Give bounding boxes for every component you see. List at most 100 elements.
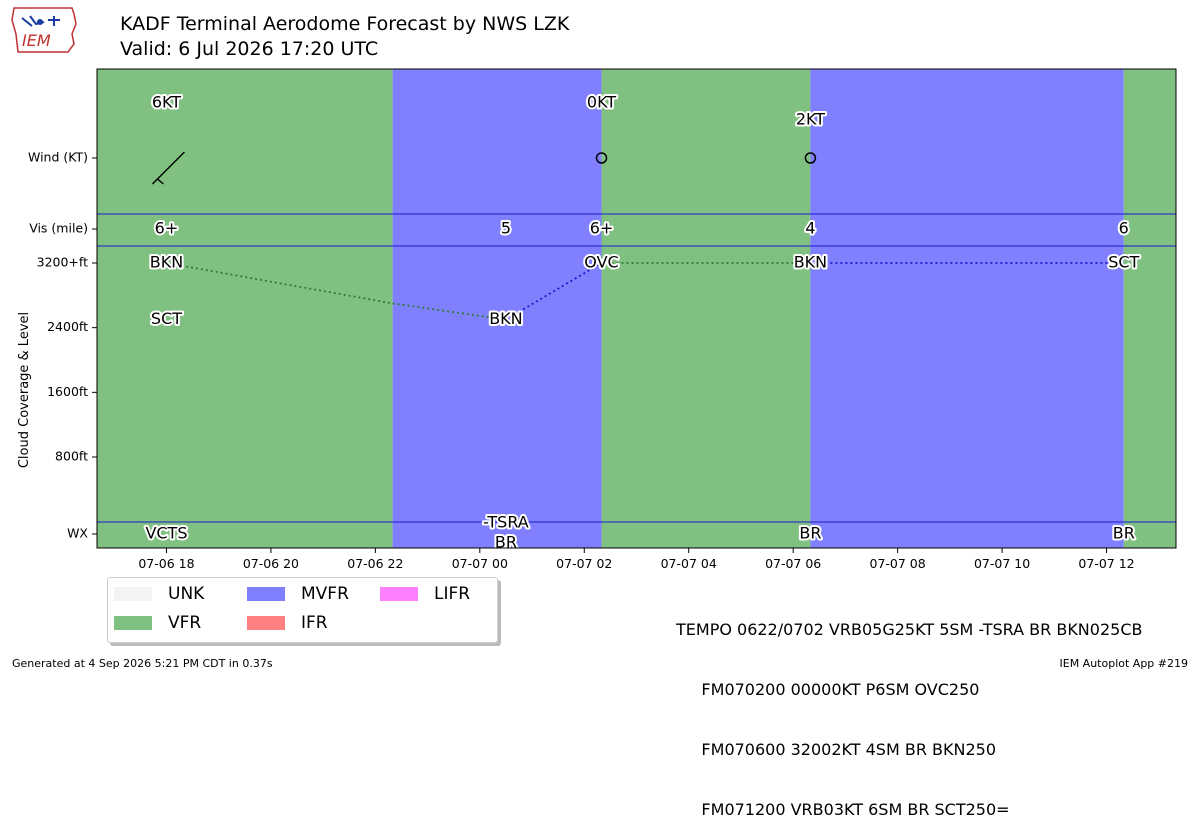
legend-swatch-unk <box>114 587 152 601</box>
x-tick-label-3: 07-07 00 <box>452 556 508 571</box>
svg-text:6: 6 <box>1119 219 1129 238</box>
app-note: IEM Autoplot App #219 <box>1059 657 1189 670</box>
cloud-label-0: BKN <box>148 251 185 274</box>
x-tick-label-8: 07-07 10 <box>974 556 1030 571</box>
taf-text: TEMPO 0622/0702 VRB05G25KT 5SM -TSRA BR … <box>676 580 1142 840</box>
legend-swatch-ifr <box>247 616 285 630</box>
svg-text:5: 5 <box>501 219 511 238</box>
y-tick-cloud-2: 1600ft <box>47 384 88 399</box>
cloud-label-4: BKN <box>792 251 829 274</box>
svg-text:SCT: SCT <box>151 309 182 328</box>
wx-label-1: -TSRA <box>481 511 531 534</box>
y-axis-title-cloud: Cloud Coverage & Level <box>17 312 32 468</box>
svg-text:BKN: BKN <box>489 309 522 328</box>
wx-label-2: BR <box>493 531 519 554</box>
svg-text:6+: 6+ <box>590 219 614 238</box>
chart-title: KADF Terminal Aerodome Forecast by NWS L… <box>120 13 570 35</box>
legend-item-lifr: LIFR <box>380 584 470 604</box>
svg-text:6KT: 6KT <box>152 93 181 112</box>
taf-line-4: FM071200 VRB03KT 6SM BR SCT250= <box>676 800 1010 819</box>
cloud-line-0 <box>166 262 393 305</box>
legend-label-mvfr: MVFR <box>301 584 349 604</box>
legend-label-unk: UNK <box>168 584 205 604</box>
chart-axes: 07-06 18 07-06 20 07-06 22 07-07 00 07-07 02… <box>17 68 1177 571</box>
cloud-label-2: BKN <box>487 307 524 330</box>
generated-note: Generated at 4 Sep 2026 5:21 PM CDT in 0… <box>12 657 273 670</box>
cloud-label-1: SCT <box>149 307 184 330</box>
iem-logo: IEM <box>8 4 80 58</box>
svg-text:BKN: BKN <box>794 253 827 272</box>
cloud-level-lines <box>166 262 1124 321</box>
legend-item-vfr: VFR <box>114 613 201 633</box>
band-mvfr-3 <box>810 69 1124 548</box>
x-tick-label-7: 07-07 08 <box>870 556 926 571</box>
y-label-wx: WX <box>67 526 88 541</box>
legend: UNK VFR MVFR IFR LIFR <box>107 577 498 643</box>
legend-label-lifr: LIFR <box>434 584 471 604</box>
legend-item-unk: UNK <box>114 584 204 604</box>
x-tick-label-0: 07-06 18 <box>138 556 194 571</box>
wx-label-4: BR <box>1111 522 1137 545</box>
x-tick-label-5: 07-07 04 <box>661 556 717 571</box>
legend-label-vfr: VFR <box>168 613 202 633</box>
svg-text:BKN: BKN <box>150 253 183 272</box>
cloud-label-5: SCT <box>1106 251 1141 274</box>
chart-labels: 6KT 0KT 2KT 6+ 5 6+ 4 6 BKN SCT BKN OVC BKN SCT VCTS -T… <box>143 91 1141 554</box>
svg-text:2KT: 2KT <box>796 110 825 129</box>
wx-label-3: BR <box>797 522 823 545</box>
vis-label-4: 6 <box>1117 217 1131 240</box>
cloud-line-1 <box>392 302 507 321</box>
x-tick-label-2: 07-06 22 <box>347 556 403 571</box>
chart-subtitle: Valid: 6 Jul 2026 17:20 UTC <box>120 38 379 60</box>
svg-text:BR: BR <box>495 533 517 552</box>
y-tick-cloud-3: 800ft <box>55 449 88 464</box>
cloud-line-2 <box>505 262 602 321</box>
vis-label-2: 6+ <box>588 217 616 240</box>
band-vfr-4 <box>1123 69 1176 548</box>
taf-line-3: FM070600 32002KT 4SM BR BKN250 <box>676 740 996 759</box>
x-tick-label-6: 07-07 06 <box>765 556 821 571</box>
svg-text:-TSRA: -TSRA <box>483 513 529 532</box>
flight-category-bands <box>97 69 1176 548</box>
y-label-vis: Vis (mile) <box>29 221 88 236</box>
plot-frame <box>96 68 1177 549</box>
taf-line-1: TEMPO 0622/0702 VRB05G25KT 5SM -TSRA BR … <box>676 620 1143 639</box>
band-vfr-0 <box>97 69 393 548</box>
svg-text:6+: 6+ <box>155 219 179 238</box>
y-tick-cloud-1: 2400ft <box>47 319 88 334</box>
svg-text:OVC: OVC <box>584 253 618 272</box>
vis-label-3: 4 <box>803 217 817 240</box>
wind-label-2: 2KT <box>794 108 827 131</box>
vis-label-0: 6+ <box>153 217 181 240</box>
y-tick-cloud-0: 3200+ft <box>37 255 88 270</box>
wind-calm-circle-1 <box>595 152 608 164</box>
legend-swatch-mvfr <box>247 587 285 601</box>
svg-text:4: 4 <box>805 219 815 238</box>
taf-line-2: FM070200 00000KT P6SM OVC250 <box>676 680 980 699</box>
logo-text: IEM <box>22 31 51 50</box>
x-tick-label-9: 07-07 12 <box>1078 556 1134 571</box>
svg-text:VCTS: VCTS <box>145 524 187 543</box>
vis-label-1: 5 <box>499 217 513 240</box>
x-tick-label-4: 07-07 02 <box>556 556 612 571</box>
legend-item-ifr: IFR <box>247 613 328 633</box>
svg-text:0KT: 0KT <box>587 93 616 112</box>
legend-item-mvfr: MVFR <box>247 584 349 604</box>
x-tick-label-1: 07-06 20 <box>243 556 299 571</box>
row-separators <box>97 213 1176 523</box>
svg-text:SCT: SCT <box>1108 253 1139 272</box>
band-vfr-2 <box>601 69 811 548</box>
wind-label-0: 6KT <box>150 91 183 114</box>
wind-marks <box>151 151 817 185</box>
svg-text:BR: BR <box>799 524 821 543</box>
svg-text:BR: BR <box>1113 524 1135 543</box>
wx-label-0: VCTS <box>143 522 189 545</box>
legend-swatch-vfr <box>114 616 152 630</box>
wind-calm-circle-2 <box>804 152 817 164</box>
title-block: KADF Terminal Aerodome Forecast by NWS L… <box>120 12 569 62</box>
wind-barb-0 <box>151 151 185 185</box>
wind-label-1: 0KT <box>585 91 618 114</box>
cloud-label-3: OVC <box>582 251 620 274</box>
taf-chart: 6KT 0KT 2KT 6+ 5 6+ 4 6 BKN SCT BKN OVC BKN SCT VCTS -T… <box>17 68 1177 571</box>
y-label-wind: Wind (KT) <box>28 150 88 165</box>
